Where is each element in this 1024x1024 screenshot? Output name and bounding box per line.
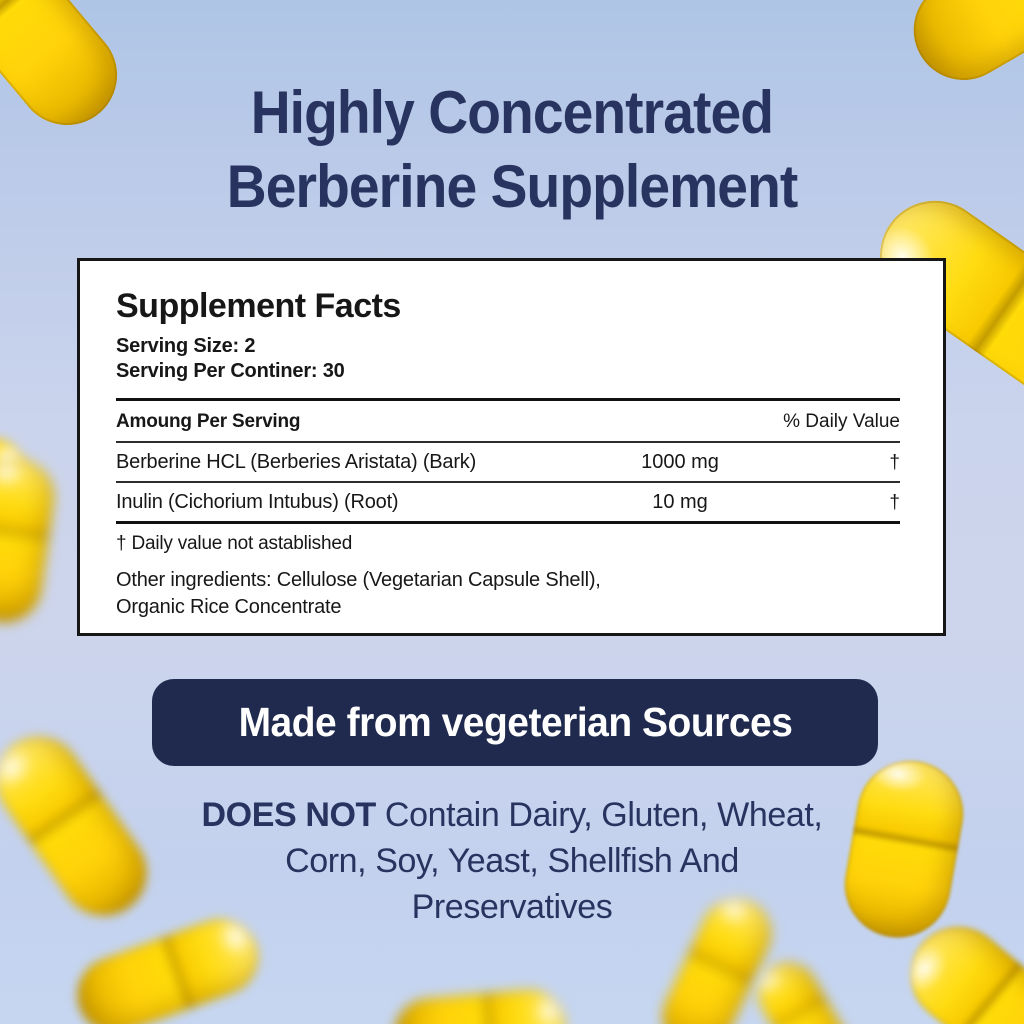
- other-ingredients-line1: Other ingredients: Cellulose (Vegetarian…: [116, 569, 601, 591]
- page-title-line2: Berberine Supplement: [226, 153, 798, 220]
- vegetarian-sources-label: Made from vegeterian Sources: [238, 699, 792, 745]
- other-ingredients-line2: Organic Rice Concentrate: [116, 596, 342, 618]
- claims-line1: Contain Dairy, Gluten, Wheat,: [375, 796, 823, 834]
- supplement-facts-content: Supplement Facts Serving Size: 2 Serving…: [80, 261, 943, 621]
- supplement-facts-heading: Supplement Facts: [116, 287, 401, 325]
- ingredient-name: Inulin (Cichorium Intubus) (Root): [116, 491, 399, 513]
- daily-value-header: % Daily Value: [783, 411, 900, 432]
- claims-emphasis: DOES NOT: [201, 796, 377, 834]
- ingredient-amount: 10 mg: [652, 491, 708, 513]
- other-ingredients: Other ingredients: Cellulose (Vegetarian…: [116, 567, 900, 621]
- yellow-capsule-image: [746, 951, 860, 1024]
- column-header-row: Amoung Per Serving % Daily Value: [116, 401, 900, 441]
- amount-per-serving-header: Amoung Per Serving: [116, 411, 301, 432]
- daily-value-footnote: † Daily value not astablished: [116, 533, 353, 554]
- page-title-line1: Highly Concentrated: [250, 79, 774, 146]
- page-title: Highly Concentrated Berberine Supplement: [0, 76, 1024, 224]
- ingredient-amount: 1000 mg: [641, 451, 719, 473]
- ingredient-daily-value: †: [889, 451, 900, 473]
- vegetarian-sources-badge: Made from vegeterian Sources: [152, 679, 878, 766]
- divider: [116, 521, 900, 524]
- yellow-capsule-image: [0, 453, 60, 628]
- supplement-facts-panel: Supplement Facts Serving Size: 2 Serving…: [77, 258, 946, 636]
- allergen-free-claims: DOES NOT Contain Dairy, Gluten, Wheat, C…: [52, 792, 972, 930]
- claims-line3: Preservatives: [411, 888, 613, 926]
- serving-size: Serving Size: 2: [116, 335, 256, 357]
- table-row: Inulin (Cichorium Intubus) (Root) 10 mg …: [116, 483, 900, 521]
- table-row: Berberine HCL (Berberies Aristata) (Bark…: [116, 443, 900, 481]
- yellow-capsule-image: [391, 986, 569, 1024]
- ingredient-daily-value: †: [889, 491, 900, 513]
- servings-per-container: Serving Per Continer: 30: [116, 360, 345, 382]
- divider: [116, 481, 900, 483]
- ingredient-name: Berberine HCL (Berberies Aristata) (Bark…: [116, 451, 477, 473]
- claims-line2: Corn, Soy, Yeast, Shellfish And: [285, 842, 739, 880]
- divider: [116, 441, 900, 443]
- divider: [116, 398, 900, 401]
